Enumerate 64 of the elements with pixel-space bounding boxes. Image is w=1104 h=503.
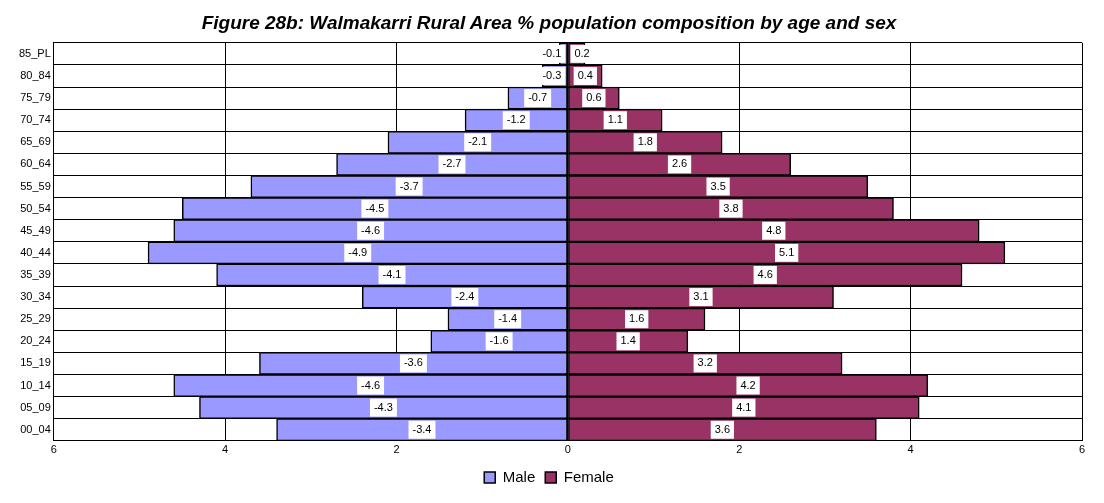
y-tick-label: 35_39 — [20, 268, 51, 280]
data-label: -4.3 — [373, 400, 393, 413]
y-tick-label: 85_PL — [19, 46, 51, 59]
data-label: -4.6 — [361, 378, 381, 391]
y-tick-label: 45_49 — [20, 223, 51, 236]
x-tick-label: 6 — [1078, 443, 1086, 456]
data-label: -4.5 — [365, 201, 385, 214]
y-tick-label: 05_09 — [20, 400, 51, 413]
data-label: 1.1 — [607, 113, 623, 126]
y-tick-label: 00_04 — [20, 422, 51, 435]
data-label: 4.2 — [740, 378, 756, 391]
data-label: -3.7 — [399, 179, 419, 192]
y-tick-label: 10_14 — [20, 378, 51, 391]
legend-label: Female — [563, 467, 614, 485]
data-label: 0.6 — [586, 91, 602, 104]
data-label: 3.6 — [714, 422, 731, 435]
data-label: -2.4 — [455, 290, 475, 303]
y-tick-label: 55_59 — [20, 179, 51, 192]
x-tick-label: 2 — [393, 443, 400, 456]
chart-title: Figure 28b: Walmakarri Rural Area % population composition by age and sex — [201, 11, 898, 33]
legend-label: Male — [502, 467, 536, 485]
y-tick-label: 15_19 — [20, 356, 51, 369]
y-tick-label: 25_29 — [20, 312, 51, 325]
data-label: -4.6 — [361, 223, 381, 236]
y-tick-label: 75_79 — [20, 91, 51, 104]
data-label: -4.1 — [382, 268, 402, 280]
data-label: -2.1 — [468, 135, 488, 148]
data-label: -4.9 — [348, 245, 368, 258]
data-label: 0.4 — [577, 69, 593, 81]
y-tick-label: 20_24 — [20, 334, 51, 347]
data-label: -3.4 — [412, 422, 432, 435]
data-label: -0.3 — [542, 69, 562, 81]
x-tick-label: 2 — [736, 443, 743, 456]
data-label: 4.6 — [757, 268, 773, 280]
data-label: 4.1 — [736, 400, 752, 413]
data-label: -1.6 — [489, 334, 509, 347]
data-label: 2.6 — [671, 157, 688, 170]
y-tick-label: 30_34 — [20, 290, 51, 303]
x-tick-label: 6 — [50, 443, 57, 456]
y-tick-label: 40_44 — [20, 245, 51, 258]
x-tick-label: 4 — [907, 443, 914, 456]
data-label: -2.7 — [442, 157, 462, 170]
data-label: 4.8 — [766, 223, 782, 236]
data-label: 1.4 — [620, 334, 636, 347]
data-label: 1.8 — [637, 135, 653, 148]
y-tick-label: 80_84 — [20, 69, 51, 81]
y-tick-label: 65_69 — [20, 135, 51, 148]
data-label: -1.2 — [506, 113, 526, 126]
data-label: 1.6 — [629, 312, 645, 325]
data-label: -0.1 — [542, 46, 562, 59]
data-label: -0.7 — [528, 91, 548, 104]
data-label: 3.8 — [723, 201, 739, 214]
data-label: 3.2 — [697, 356, 713, 369]
data-label: 3.5 — [710, 179, 726, 192]
data-label: 5.1 — [779, 245, 795, 258]
x-tick-label: 4 — [222, 443, 229, 456]
data-label: -3.6 — [403, 356, 423, 369]
data-label: 3.1 — [693, 290, 709, 303]
data-label: 0.2 — [574, 46, 590, 59]
data-label: -1.4 — [498, 312, 518, 325]
y-tick-label: 60_64 — [20, 157, 51, 170]
y-tick-label: 70_74 — [20, 113, 51, 126]
x-tick-label: 0 — [564, 443, 571, 456]
y-tick-label: 50_54 — [20, 201, 51, 214]
